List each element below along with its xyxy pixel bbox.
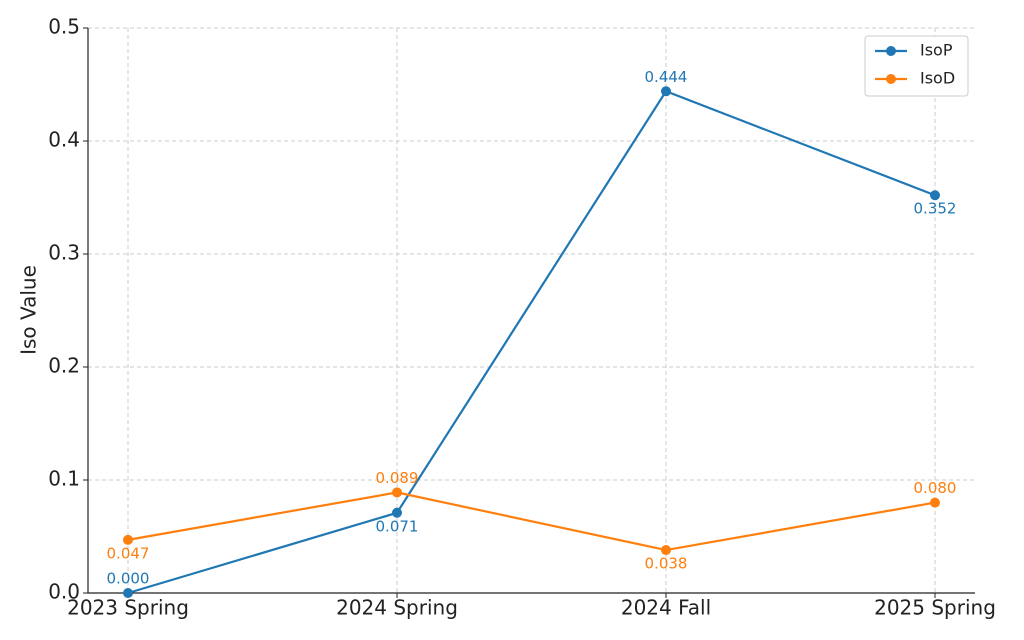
- data-point: [930, 190, 940, 201]
- legend-label: IsoP: [920, 41, 953, 60]
- data-point: [392, 487, 402, 498]
- data-label: 0.352: [914, 200, 957, 218]
- data-label: 0.089: [376, 469, 419, 487]
- y-tick-label: 0.4: [48, 128, 80, 152]
- legend-marker: [886, 46, 896, 56]
- data-label: 0.038: [645, 555, 688, 573]
- y-tick-label: 0.2: [48, 354, 80, 378]
- y-tick-label: 0.1: [48, 467, 80, 491]
- legend-label: IsoD: [920, 69, 955, 88]
- data-label: 0.047: [107, 544, 150, 562]
- data-point: [661, 545, 671, 556]
- y-tick-label: 0.0: [48, 580, 80, 604]
- x-tick-label: 2024 Fall: [621, 596, 711, 620]
- y-tick-label: 0.5: [48, 15, 80, 39]
- data-point: [123, 588, 133, 598]
- data-point: [930, 497, 940, 508]
- axes: [87, 28, 975, 594]
- x-tick-label: 2025 Spring: [874, 596, 996, 620]
- data-label: 0.071: [376, 517, 419, 535]
- data-label: 0.000: [107, 570, 150, 588]
- x-tick-label: 2024 Spring: [336, 596, 458, 620]
- x-tick-label: 2023 Spring: [67, 596, 189, 620]
- legend-marker: [886, 74, 896, 84]
- data-label: 0.444: [645, 68, 688, 86]
- data-point: [392, 507, 402, 518]
- y-tick-label: 0.3: [48, 241, 80, 265]
- data-point: [661, 86, 671, 97]
- series-line: [127, 89, 936, 595]
- data-label: 0.080: [914, 479, 957, 497]
- series-line: [127, 491, 936, 552]
- y-axis-label: Iso Value: [17, 265, 41, 355]
- data-point: [123, 534, 133, 545]
- legend: IsoP IsoD: [864, 35, 969, 97]
